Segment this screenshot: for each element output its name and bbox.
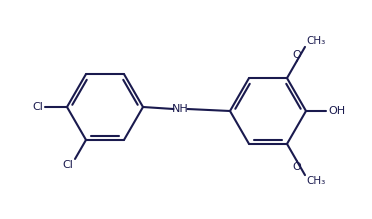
Text: CH₃: CH₃	[306, 176, 325, 186]
Text: Cl: Cl	[62, 160, 73, 170]
Text: CH₃: CH₃	[306, 36, 325, 46]
Text: OH: OH	[328, 106, 345, 116]
Text: O: O	[293, 50, 301, 60]
Text: O: O	[293, 162, 301, 172]
Text: NH: NH	[172, 104, 189, 114]
Text: Cl: Cl	[32, 102, 43, 112]
